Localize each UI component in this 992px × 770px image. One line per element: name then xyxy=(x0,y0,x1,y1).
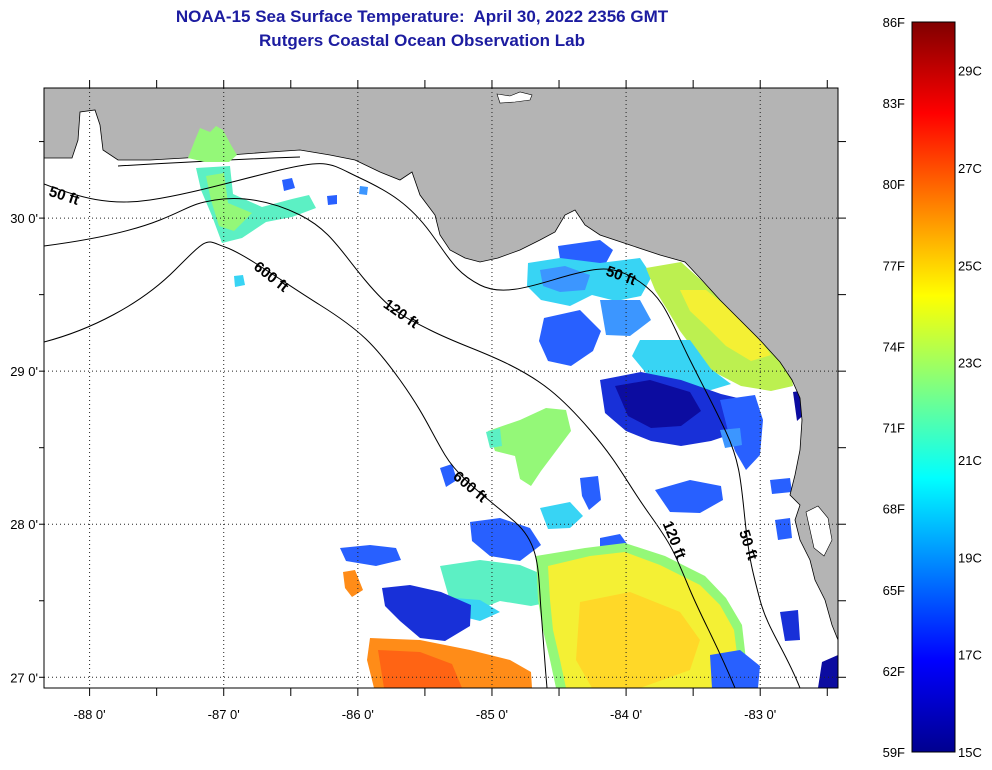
longitude-label: -85 0' xyxy=(476,707,508,722)
sst-patch xyxy=(488,408,571,486)
colorbar-label-celsius: 27C xyxy=(958,161,982,176)
colorbar-gradient xyxy=(911,21,956,753)
latitude-label: 27 0' xyxy=(10,670,38,685)
colorbar-label-fahrenheit: 71F xyxy=(883,421,905,436)
sst-patch xyxy=(720,395,763,470)
sst-patch xyxy=(188,126,237,162)
sst-patch xyxy=(378,650,462,688)
colorbar-label-fahrenheit: 77F xyxy=(883,258,905,273)
sst-patch xyxy=(540,502,583,529)
sst-patch xyxy=(558,240,613,263)
sst-patch xyxy=(600,300,651,336)
longitude-label: -84 0' xyxy=(610,707,642,722)
colorbar-label-fahrenheit: 74F xyxy=(883,339,905,354)
colorbar-label-fahrenheit: 80F xyxy=(883,177,905,192)
sst-map: 50 ft 600 ft 120 ft 50 ft 600 ft 120 ft … xyxy=(10,80,846,722)
sst-patch xyxy=(655,480,723,513)
colorbar-label-fahrenheit: 59F xyxy=(883,745,905,760)
sst-patch xyxy=(540,266,590,292)
sst-patch xyxy=(680,290,771,361)
colorbar-label-celsius: 21C xyxy=(958,453,982,468)
map-subtitle: Rutgers Coastal Ocean Observation Lab xyxy=(259,31,585,50)
sst-patch xyxy=(576,592,700,688)
colorbar-label-fahrenheit: 68F xyxy=(883,502,905,517)
sst-patch xyxy=(327,195,337,205)
axis-labels: -88 0' -87 0' -86 0' -85 0' -84 0' -83 0' 30 0… xyxy=(10,211,776,722)
longitude-label: -86 0' xyxy=(342,707,374,722)
longitude-label: -87 0' xyxy=(208,707,240,722)
colorbar-labels: 86F 83F 80F 77F 74F 71F 68F 65F 62F 59F 29C 27C 25C 2… xyxy=(883,15,982,760)
sst-patch xyxy=(343,570,363,597)
colorbar-label-fahrenheit: 83F xyxy=(883,96,905,111)
sst-patch xyxy=(440,464,457,487)
map-title: NOAA-15 Sea Surface Temperature: April 3… xyxy=(175,7,669,26)
sst-patch xyxy=(580,476,601,510)
longitude-label: -88 0' xyxy=(74,707,106,722)
sst-patch xyxy=(234,275,245,287)
axis-ticks xyxy=(39,80,846,696)
sst-patch xyxy=(720,428,742,448)
depth-contour-50ft xyxy=(44,163,801,688)
sst-patch xyxy=(486,428,502,448)
colorbar-label-fahrenheit: 86F xyxy=(883,15,905,30)
latitude-label: 30 0' xyxy=(10,211,38,226)
tampa-bay-shape xyxy=(805,505,833,557)
colorbar-label-celsius: 17C xyxy=(958,648,982,663)
latitude-label: 29 0' xyxy=(10,364,38,379)
sst-patch xyxy=(340,545,401,566)
map-frame xyxy=(43,87,839,689)
sst-patch xyxy=(780,610,800,641)
sst-patch xyxy=(382,585,471,641)
colorbar-label-celsius: 25C xyxy=(958,258,982,273)
latitude-label: 28 0' xyxy=(10,517,38,532)
land-mass xyxy=(44,88,838,641)
colorbar-label-celsius: 19C xyxy=(958,550,982,565)
lake-shape xyxy=(496,91,533,104)
sst-patch xyxy=(615,380,701,428)
colorbar-label-celsius: 15C xyxy=(958,745,982,760)
colorbar-label-fahrenheit: 62F xyxy=(883,664,905,679)
sst-patch xyxy=(770,478,792,494)
longitude-label: -83 0' xyxy=(744,707,776,722)
sst-patch xyxy=(282,178,295,191)
colorbar-label-fahrenheit: 65F xyxy=(883,583,905,598)
sst-patch xyxy=(470,518,541,561)
sst-patch xyxy=(775,518,792,540)
sst-patch xyxy=(632,340,731,393)
colorbar-label-celsius: 23C xyxy=(958,356,982,371)
sst-patch xyxy=(359,186,368,195)
colorbar-label-celsius: 29C xyxy=(958,64,982,79)
depth-contour-600ft xyxy=(44,241,548,688)
colorbar: 86F 83F 80F 77F 74F 71F 68F 65F 62F 59F 29C 27C 25C 2… xyxy=(883,15,982,760)
sst-patch xyxy=(539,310,601,366)
depth-contour-120ft xyxy=(44,198,736,688)
sst-patch xyxy=(818,655,838,688)
graticule xyxy=(44,88,838,688)
sst-patch xyxy=(206,173,252,231)
sst-imagery xyxy=(196,166,838,688)
